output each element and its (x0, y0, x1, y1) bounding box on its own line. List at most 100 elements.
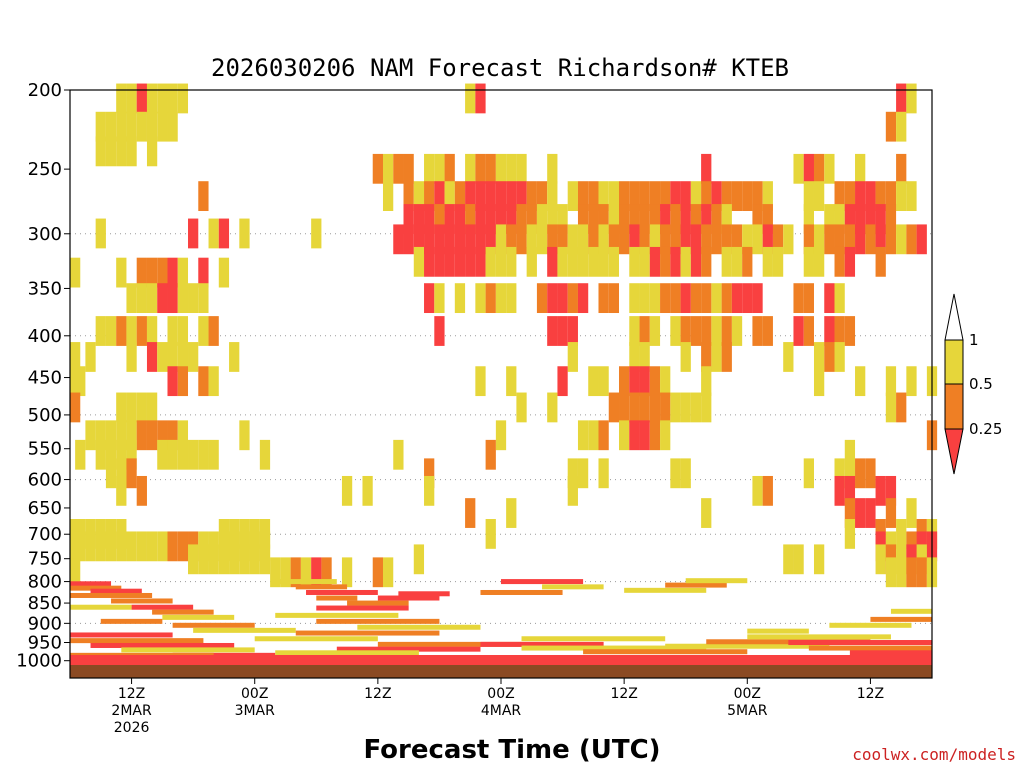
ri-cell (177, 83, 189, 114)
surface-stripe (70, 655, 932, 665)
ri-cell (803, 458, 814, 489)
ri-cell (813, 181, 825, 212)
ri-cell (731, 246, 743, 277)
ri-cell (824, 224, 835, 255)
ri-cell (485, 153, 496, 184)
y-tick-label: 350 (28, 278, 62, 299)
ri-cell (834, 224, 845, 255)
ri-band (542, 584, 604, 590)
ri-cell (629, 366, 640, 397)
ri-cell (116, 531, 127, 562)
ri-cell (844, 246, 856, 277)
ri-cell (516, 224, 527, 255)
ri-cell (547, 181, 558, 212)
ri-cell (680, 204, 691, 234)
ri-cell (865, 458, 876, 489)
ri-band (624, 587, 707, 593)
ri-cell (577, 246, 589, 277)
ri-cell (70, 342, 81, 372)
ri-cell (177, 439, 189, 470)
ri-cell (670, 392, 681, 423)
y-axis-ticks: 200 250 300 350 400 450 500 550 600 650 700 7508008… (16, 80, 70, 672)
ri-cell (649, 316, 661, 346)
ri-cell (639, 366, 650, 397)
ri-band (316, 605, 409, 611)
ri-cell (239, 544, 250, 575)
ri-cell (721, 246, 732, 277)
ri-cell (865, 181, 876, 212)
ri-band (275, 612, 399, 618)
ri-band (70, 638, 204, 644)
ri-cell (855, 153, 866, 184)
ri-cell (885, 204, 897, 234)
ri-cell (485, 439, 496, 470)
legend-swatch-0.25-0.5 (944, 383, 964, 430)
ri-cell (157, 111, 168, 142)
ri-cell (701, 392, 712, 423)
ri-cell (547, 392, 558, 423)
ri-cell (465, 181, 476, 212)
ri-cell (649, 392, 661, 423)
ri-cell (834, 342, 845, 372)
ri-band (870, 616, 932, 622)
ri-cell (434, 316, 445, 346)
ri-cell (95, 439, 106, 470)
ri-cell (834, 283, 845, 314)
ri-cell (270, 557, 281, 588)
ri-cell (885, 498, 897, 528)
ri-cell (136, 83, 147, 114)
ri-cell (136, 420, 147, 451)
ri-cell (844, 316, 856, 346)
ri-band (347, 600, 409, 606)
richardson-cells (70, 83, 938, 588)
ri-cell (177, 283, 189, 314)
ri-cell (526, 224, 537, 255)
ri-cell (813, 246, 825, 277)
ri-cell (577, 204, 589, 234)
ri-cell (639, 283, 650, 314)
ri-cell (167, 366, 178, 397)
ri-cell (516, 153, 527, 184)
ri-cell (875, 475, 886, 506)
ri-cell (701, 246, 712, 277)
ri-cell (834, 204, 845, 234)
ri-band (193, 627, 296, 633)
ri-cell (475, 366, 486, 397)
ri-cell (865, 498, 876, 528)
ri-cell (762, 224, 773, 255)
ri-cell (444, 181, 455, 212)
legend-swatch-gt1 (944, 293, 964, 341)
ri-cell (136, 283, 147, 314)
ri-cell (136, 392, 147, 423)
ri-cell (721, 342, 732, 372)
ri-cell (885, 181, 897, 212)
ri-cell (896, 519, 907, 549)
ri-cell (95, 136, 106, 167)
ri-cell (403, 153, 414, 184)
ri-cell (157, 283, 168, 314)
ri-cell (495, 224, 507, 255)
x-tick-label: 2MAR (111, 703, 152, 719)
ri-cell (413, 204, 425, 234)
ri-cell (608, 224, 620, 255)
ri-cell (454, 224, 466, 255)
ri-cell (813, 224, 825, 255)
ri-cell (896, 392, 907, 423)
ri-cell (711, 224, 722, 255)
ri-cell (834, 246, 845, 277)
ri-cell (116, 392, 127, 423)
ri-cell (547, 153, 558, 184)
y-tick-label: 500 (28, 405, 62, 426)
ri-cell (670, 181, 681, 212)
ri-cell (465, 153, 476, 184)
ri-cell (844, 181, 856, 212)
ri-cell (547, 224, 558, 255)
ri-cell (321, 557, 332, 588)
ri-cell (721, 316, 732, 346)
ri-cell (639, 246, 650, 277)
ri-cell (495, 153, 507, 184)
ri-cell (70, 257, 81, 288)
ri-cell (742, 224, 753, 255)
y-tick-label: 750 (28, 549, 62, 570)
ri-cell (834, 181, 845, 212)
